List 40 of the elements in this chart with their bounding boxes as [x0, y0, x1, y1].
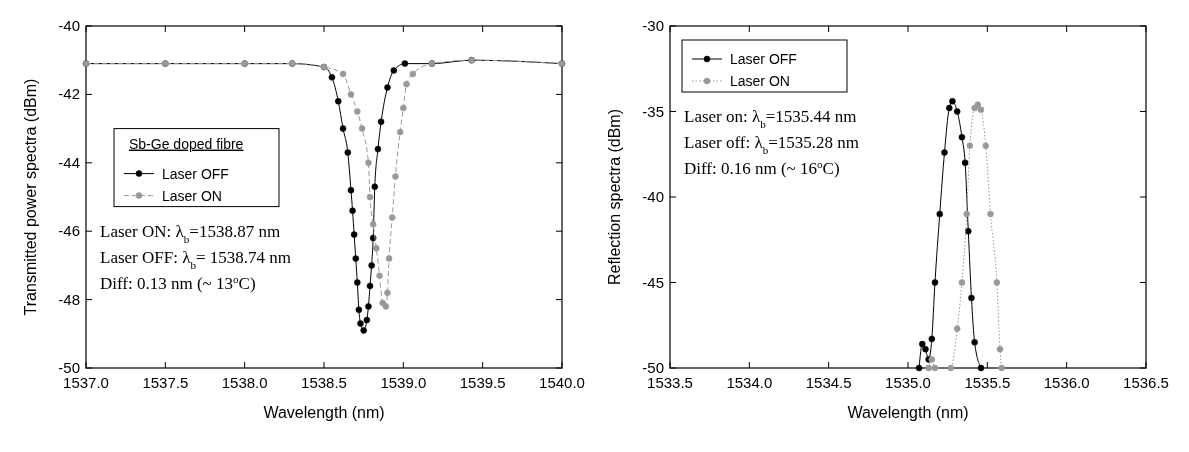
- y-tick-label: -50: [58, 359, 80, 376]
- x-axis-title: Wavelength (nm): [847, 404, 969, 421]
- x-tick-label: 1534.5: [805, 374, 852, 391]
- x-tick-label: 1536.0: [1043, 374, 1090, 391]
- x-tick-label: 1537.0: [63, 374, 109, 391]
- x-tick-label: 1540.0: [539, 374, 585, 391]
- y-tick-label: -40: [642, 188, 664, 205]
- y-axis-title: Reflection spectra (dBm): [606, 108, 623, 286]
- x-tick-label: 1533.5: [647, 374, 693, 391]
- y-tick-label: -35: [642, 102, 664, 120]
- x-tick-label: 1535.0: [885, 374, 931, 391]
- legend-label: Laser OFF: [730, 51, 797, 67]
- annotation: Laser off: λ$_{b}$=1535.28 nm: [684, 133, 860, 156]
- y-tick-label: -46: [58, 222, 80, 240]
- annotation: Diff: 0.16 nm (~ 16$^{o}$C): [684, 158, 840, 178]
- legend-label: Laser OFF: [162, 165, 229, 182]
- legend-title: Sb-Ge doped fibre: [129, 135, 244, 152]
- x-tick-label: 1538.5: [301, 374, 347, 391]
- y-tick-label: -40: [58, 17, 80, 34]
- x-tick-label: 1538.0: [221, 374, 268, 391]
- y-tick-label: -50: [642, 359, 664, 376]
- x-tick-label: 1536.5: [1123, 374, 1169, 391]
- x-tick-label: 1537.5: [142, 374, 189, 391]
- y-tick-label: -48: [58, 290, 80, 308]
- legend-label: Laser ON: [730, 73, 790, 89]
- x-tick-label: 1534.0: [726, 374, 773, 391]
- y-tick-label: -42: [58, 85, 80, 103]
- x-tick-label: 1539.0: [380, 374, 427, 391]
- annotation: Laser on: λ$_{b}$=1535.44 nm: [684, 107, 857, 130]
- y-tick-label: -30: [642, 17, 664, 34]
- legend-label: Laser ON: [162, 187, 222, 204]
- x-tick-label: 1539.5: [459, 374, 506, 391]
- y-tick-label: -44: [58, 153, 80, 171]
- annotation: Laser OFF: λ$_{b}$= 1538.74 nm: [100, 247, 291, 271]
- annotation: Diff: 0.13 nm (~ 13$^{o}$C): [100, 272, 256, 293]
- y-tick-label: -45: [642, 273, 664, 291]
- y-axis-title: Transmitted power spectra (dBm): [22, 78, 39, 316]
- x-tick-label: 1535.5: [964, 374, 1011, 391]
- x-axis-title: Wavelength (nm): [263, 404, 385, 421]
- annotation: Laser ON: λ$_{b}$=1538.87 nm: [100, 221, 281, 245]
